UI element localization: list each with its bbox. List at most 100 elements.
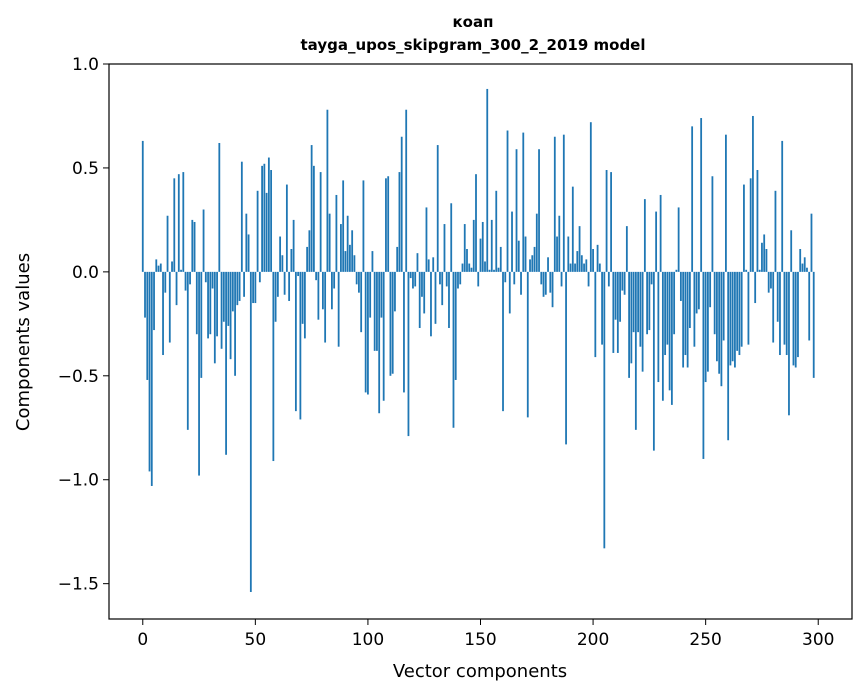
bar-62 <box>281 255 284 272</box>
bar-180 <box>547 257 549 272</box>
bar-130 <box>434 271 437 324</box>
bar-258 <box>722 271 725 341</box>
bar-127 <box>427 259 430 272</box>
chart-title-line2: tayga_upos_skipgram_300_2_2019 model <box>301 36 646 54</box>
bar-218 <box>632 271 635 333</box>
bar-31 <box>211 271 214 289</box>
bar-153 <box>486 88 489 272</box>
bar-38 <box>227 271 230 326</box>
bar-275 <box>761 242 763 272</box>
bar-184 <box>556 236 558 272</box>
bar-35 <box>220 271 223 349</box>
bar-6 <box>155 259 158 272</box>
bar-36 <box>222 271 225 322</box>
bar-145 <box>468 263 471 272</box>
bar-51 <box>256 190 259 272</box>
bar-157 <box>495 190 498 272</box>
bar-141 <box>459 271 462 285</box>
bar-194 <box>578 226 581 272</box>
bar-271 <box>752 115 754 272</box>
bar-81 <box>324 271 327 343</box>
bar-94 <box>353 255 356 272</box>
plot-frame <box>108 63 853 620</box>
bar-57 <box>270 170 273 272</box>
bar-237 <box>675 269 678 272</box>
bar-183 <box>553 136 556 272</box>
bar-156 <box>493 269 495 272</box>
bar-266 <box>740 271 743 347</box>
bar-92 <box>349 244 351 272</box>
bar-83 <box>328 213 331 272</box>
bar-191 <box>571 186 574 272</box>
bar-252 <box>709 271 712 308</box>
bar-120 <box>412 271 414 289</box>
bar-109 <box>387 176 390 272</box>
bar-22 <box>191 219 194 272</box>
bar-79 <box>319 172 322 272</box>
bar-53 <box>261 165 263 272</box>
bar-238 <box>677 207 680 272</box>
bar-124 <box>421 271 423 297</box>
x-tick-label-0: 0 <box>137 630 148 650</box>
bar-189 <box>567 236 570 272</box>
bar-190 <box>569 263 572 272</box>
bar-103 <box>373 271 376 351</box>
bar-255 <box>716 271 718 362</box>
bar-198 <box>587 271 590 287</box>
bar-37 <box>225 271 227 455</box>
bar-257 <box>720 271 723 387</box>
bar-259 <box>725 134 727 272</box>
bar-158 <box>497 267 500 272</box>
bar-46 <box>245 213 248 272</box>
bar-208 <box>610 172 612 272</box>
bar-205 <box>603 271 606 549</box>
bar-90 <box>344 251 347 272</box>
bar-128 <box>430 271 432 337</box>
bar-195 <box>580 255 583 272</box>
bar-217 <box>630 271 633 364</box>
bar-295 <box>806 267 808 272</box>
bar-117 <box>405 109 408 272</box>
bar-169 <box>522 132 525 272</box>
bar-230 <box>659 194 662 272</box>
x-tick-label-150: 150 <box>464 630 496 650</box>
bar-247 <box>698 271 700 310</box>
bar-201 <box>594 271 597 358</box>
bar-284 <box>781 140 784 272</box>
bar-262 <box>731 271 734 362</box>
bar-287 <box>788 271 790 416</box>
x-tick-label-100: 100 <box>352 630 384 650</box>
bar-249 <box>702 271 705 459</box>
bar-168 <box>520 271 522 295</box>
bar-132 <box>439 271 441 285</box>
bar-216 <box>628 271 630 378</box>
y-tick-label-1: −1.0 <box>58 471 99 491</box>
bar-290 <box>794 271 797 368</box>
bar-181 <box>549 271 552 293</box>
bar-236 <box>673 271 676 335</box>
bar-207 <box>607 271 610 287</box>
bar-193 <box>576 251 579 272</box>
bar-176 <box>538 149 540 272</box>
bar-119 <box>409 271 412 279</box>
bar-140 <box>457 271 459 289</box>
bar-100 <box>367 271 369 395</box>
bar-40 <box>231 271 234 312</box>
bar-74 <box>308 230 311 272</box>
bar-1 <box>144 271 146 318</box>
bar-97 <box>360 271 363 333</box>
bar-101 <box>369 271 372 318</box>
y-tick-label-0: −1.5 <box>58 575 99 595</box>
bar-76 <box>312 165 315 272</box>
bar-285 <box>783 271 786 345</box>
bar-75 <box>310 145 313 272</box>
bar-116 <box>403 271 405 393</box>
bar-0 <box>141 140 144 272</box>
bar-138 <box>452 271 455 428</box>
bar-45 <box>243 271 245 297</box>
bar-298 <box>812 271 815 378</box>
bar-264 <box>736 271 739 351</box>
bar-41 <box>234 271 236 376</box>
